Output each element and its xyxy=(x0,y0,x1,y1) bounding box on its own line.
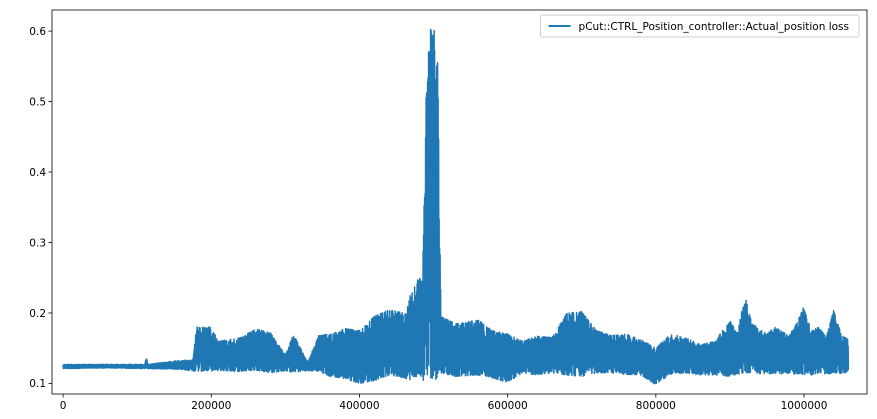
x-tick-label: 600000 xyxy=(488,400,528,412)
y-tick-label: 0.1 xyxy=(29,378,46,390)
x-tick-label: 1000000 xyxy=(781,400,828,412)
series-line xyxy=(62,28,850,385)
y-tick-label: 0.4 xyxy=(29,167,46,179)
y-tick-label: 0.5 xyxy=(29,96,46,108)
y-tick-label: 0.2 xyxy=(29,308,46,320)
y-tick-label: 0.3 xyxy=(29,237,46,249)
x-tick-label: 400000 xyxy=(339,400,379,412)
y-axis: 0.1 0.2 0.3 0.4 0.5 0.6 xyxy=(29,26,52,390)
x-tick-label: 0 xyxy=(60,400,67,412)
x-tick-label: 200000 xyxy=(191,400,231,412)
y-tick-label: 0.6 xyxy=(29,26,46,38)
legend-box xyxy=(540,14,860,38)
legend: pCut::CTRL_Position_controller::Actual_p… xyxy=(540,14,860,38)
plot-frame xyxy=(51,9,868,395)
x-axis: 0 200000 400000 600000 800000 1000000 xyxy=(60,394,828,412)
x-tick-label: 800000 xyxy=(636,400,676,412)
legend-label: pCut::CTRL_Position_controller::Actual_p… xyxy=(579,21,849,33)
series-layer xyxy=(62,28,850,385)
